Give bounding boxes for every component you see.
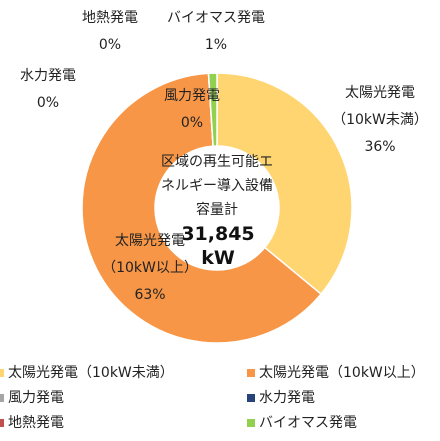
legend-item: バイオマス発電 [247, 412, 357, 432]
data-label-value: 0% [180, 115, 204, 131]
center-label: 区域の再生可能エネルギー導入設備容量計 [161, 154, 273, 218]
center-value: 31,845 kW [181, 223, 255, 269]
data-label: 水力発電 0% [0, 63, 96, 117]
data-label: バイオマス発電 1% [158, 5, 274, 59]
legend-label: バイオマス発電 [259, 415, 357, 431]
donut-slice [216, 72, 353, 296]
data-label-name: バイオマス発電 [167, 10, 265, 26]
data-label: 太陽光発電（10kW未満） 36% [325, 80, 435, 161]
data-label-name: 地熱発電 [82, 10, 138, 26]
data-label: 地熱発電 0% [62, 5, 158, 59]
legend-swatch [0, 369, 4, 377]
data-label-name: 太陽光発電（10kW未満） [332, 85, 428, 128]
data-label-name: 風力発電 [164, 88, 220, 104]
legend-item: 水力発電 [247, 387, 315, 407]
data-label: 太陽光発電（10kW以上） 63% [95, 228, 205, 309]
legend-item: 太陽光発電（10kW未満） [0, 362, 174, 382]
legend-label: 水力発電 [259, 390, 315, 406]
legend-swatch [247, 419, 255, 427]
donut-slice [207, 72, 218, 147]
data-label-name: 水力発電 [20, 68, 76, 84]
legend-swatch [247, 369, 255, 377]
data-label-value: 1% [204, 37, 228, 53]
donut-slice [81, 72, 323, 344]
legend-swatch [0, 394, 4, 402]
data-label-name: 太陽光発電（10kW以上） [102, 233, 198, 276]
legend-label: 太陽光発電（10kW未満） [8, 365, 174, 381]
legend-swatch [247, 394, 255, 402]
data-label: 風力発電 0% [152, 83, 232, 137]
data-label-value: 63% [134, 287, 166, 303]
legend-label: 地熱発電 [8, 415, 64, 431]
legend-label: 風力発電 [8, 390, 64, 406]
data-label-value: 0% [36, 95, 60, 111]
data-label-value: 0% [98, 37, 122, 53]
legend-item: 風力発電 [0, 387, 64, 407]
legend-item: 地熱発電 [0, 412, 64, 432]
legend-item: 太陽光発電（10kW以上） [247, 362, 425, 382]
legend-swatch [0, 419, 4, 427]
data-label-value: 36% [364, 139, 396, 155]
legend-label: 太陽光発電（10kW以上） [259, 365, 425, 381]
